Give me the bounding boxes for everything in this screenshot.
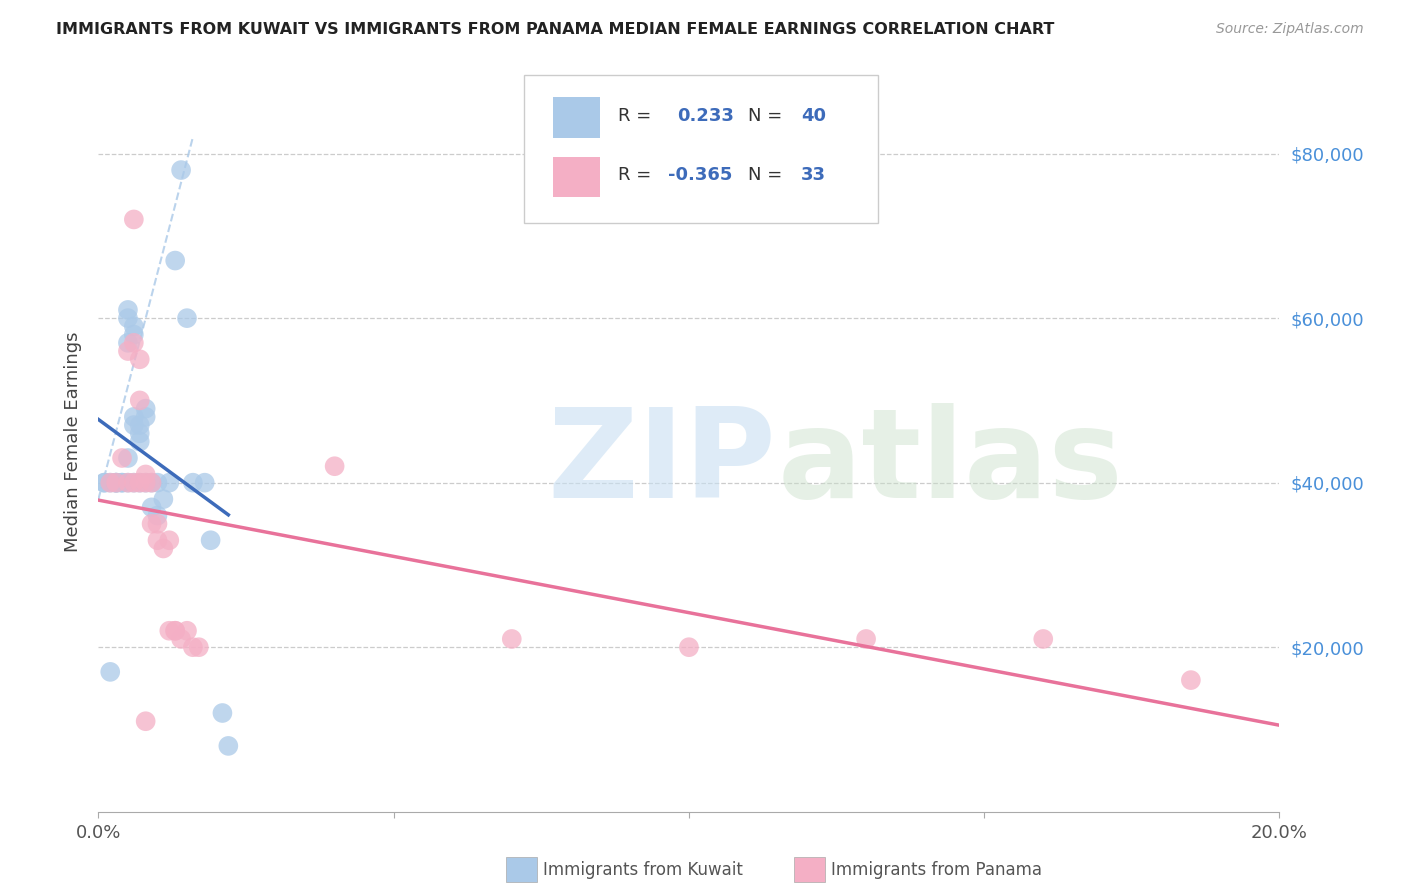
- Point: [146, 508, 169, 523]
- Point: [165, 253, 187, 268]
- Point: [165, 624, 187, 638]
- Point: [181, 640, 204, 655]
- Text: -0.365: -0.365: [668, 166, 733, 184]
- Point: [128, 434, 150, 449]
- Point: [117, 450, 139, 465]
- Point: [152, 541, 174, 556]
- Point: [98, 475, 121, 490]
- Point: [176, 311, 198, 326]
- Point: [200, 533, 222, 548]
- Point: [135, 401, 157, 416]
- Point: [98, 475, 121, 490]
- Point: [146, 516, 169, 531]
- FancyBboxPatch shape: [553, 97, 600, 138]
- Point: [678, 640, 700, 655]
- Point: [141, 475, 163, 490]
- Point: [111, 475, 134, 490]
- Point: [98, 665, 121, 679]
- Point: [105, 475, 128, 490]
- Point: [501, 632, 523, 646]
- Point: [122, 327, 145, 342]
- Point: [165, 624, 187, 638]
- Point: [122, 335, 145, 350]
- Point: [105, 475, 128, 490]
- Point: [211, 706, 233, 720]
- Point: [176, 624, 198, 638]
- Text: N =: N =: [748, 107, 782, 125]
- Point: [1032, 632, 1054, 646]
- Point: [135, 467, 157, 482]
- Point: [141, 516, 163, 531]
- Point: [135, 475, 157, 490]
- Text: Immigrants from Kuwait: Immigrants from Kuwait: [543, 861, 742, 879]
- Point: [157, 624, 180, 638]
- Point: [122, 475, 145, 490]
- Text: IMMIGRANTS FROM KUWAIT VS IMMIGRANTS FROM PANAMA MEDIAN FEMALE EARNINGS CORRELAT: IMMIGRANTS FROM KUWAIT VS IMMIGRANTS FRO…: [56, 22, 1054, 37]
- Point: [1180, 673, 1202, 687]
- Point: [170, 163, 193, 178]
- Y-axis label: Median Female Earnings: Median Female Earnings: [63, 331, 82, 552]
- Point: [105, 475, 128, 490]
- Point: [187, 640, 209, 655]
- Point: [128, 352, 150, 367]
- Text: 0.233: 0.233: [678, 107, 734, 125]
- Point: [146, 533, 169, 548]
- Text: Immigrants from Panama: Immigrants from Panama: [831, 861, 1042, 879]
- Point: [141, 475, 163, 490]
- Point: [181, 475, 204, 490]
- Point: [128, 393, 150, 408]
- Point: [105, 475, 128, 490]
- Point: [122, 319, 145, 334]
- Point: [135, 475, 157, 490]
- Point: [122, 418, 145, 433]
- Point: [135, 409, 157, 424]
- Point: [117, 311, 139, 326]
- Point: [117, 344, 139, 359]
- Point: [141, 500, 163, 515]
- Text: 33: 33: [801, 166, 827, 184]
- Point: [117, 335, 139, 350]
- Point: [93, 475, 115, 490]
- Point: [152, 492, 174, 507]
- FancyBboxPatch shape: [523, 75, 877, 223]
- Point: [117, 475, 139, 490]
- Text: Source: ZipAtlas.com: Source: ZipAtlas.com: [1216, 22, 1364, 37]
- Point: [157, 533, 180, 548]
- Point: [122, 212, 145, 227]
- Text: R =: R =: [619, 107, 651, 125]
- Point: [122, 475, 145, 490]
- Point: [146, 475, 169, 490]
- Point: [93, 475, 115, 490]
- Point: [170, 632, 193, 646]
- Point: [157, 475, 180, 490]
- Text: 40: 40: [801, 107, 827, 125]
- Text: ZIP: ZIP: [547, 403, 776, 524]
- Point: [128, 418, 150, 433]
- Text: N =: N =: [748, 166, 782, 184]
- Point: [128, 475, 150, 490]
- Point: [855, 632, 877, 646]
- Point: [117, 475, 139, 490]
- Point: [111, 475, 134, 490]
- Point: [217, 739, 239, 753]
- Point: [135, 714, 157, 729]
- Point: [323, 459, 346, 474]
- Point: [128, 475, 150, 490]
- Point: [128, 426, 150, 441]
- Point: [117, 302, 139, 317]
- Text: atlas: atlas: [778, 403, 1123, 524]
- Text: R =: R =: [619, 166, 651, 184]
- Point: [111, 450, 134, 465]
- Point: [122, 409, 145, 424]
- Point: [194, 475, 217, 490]
- FancyBboxPatch shape: [553, 156, 600, 197]
